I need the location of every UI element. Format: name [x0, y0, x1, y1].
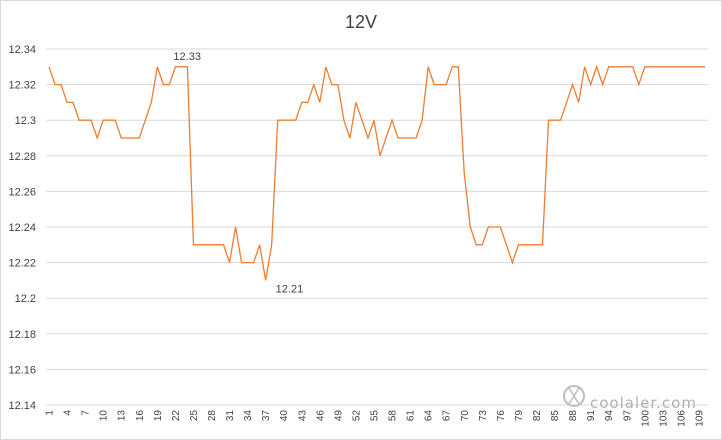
- x-tick-label: 37: [261, 410, 272, 422]
- x-tick-label: 19: [153, 410, 164, 422]
- y-tick-label: 12.28: [8, 151, 36, 163]
- watermark-emblem-icon: [563, 385, 585, 407]
- x-tick-label: 73: [478, 410, 489, 422]
- x-tick-label: 31: [225, 410, 236, 422]
- x-tick-label: 61: [406, 410, 417, 422]
- y-tick-label: 12.3: [15, 115, 36, 127]
- x-tick-label: 88: [568, 410, 579, 422]
- x-tick-label: 34: [243, 410, 254, 422]
- x-tick-label: 4: [63, 410, 74, 416]
- y-tick-label: 12.26: [8, 186, 36, 198]
- x-tick-label: 70: [460, 410, 471, 422]
- y-tick-label: 12.18: [8, 329, 36, 341]
- series-line: [48, 64, 705, 281]
- x-tick-label: 109: [694, 410, 705, 427]
- x-tick-label: 7: [81, 410, 92, 416]
- x-tick-label: 49: [333, 410, 344, 422]
- x-tick-label: 103: [658, 410, 669, 427]
- x-tick-label: 55: [369, 410, 380, 422]
- x-tick-label: 67: [442, 410, 453, 422]
- x-tick-label: 94: [604, 410, 615, 422]
- watermark-text: coolaler.com: [590, 394, 697, 412]
- gridlines: [46, 48, 708, 370]
- x-tick-label: 10: [99, 410, 110, 422]
- x-tick-label: 85: [550, 410, 561, 422]
- y-axis-tick-labels: 12.14 12.16 12.18 12.2 12.22 12.24 12.26 12.28 1…: [8, 44, 36, 412]
- y-tick-label: 12.14: [8, 400, 36, 412]
- annotations: 12.33 12.21: [173, 51, 303, 296]
- x-tick-label: 106: [676, 410, 687, 427]
- data-label: 12.33: [173, 51, 201, 63]
- x-tick-label: 25: [189, 410, 200, 422]
- y-tick-label: 12.24: [8, 222, 36, 234]
- x-tick-label: 28: [207, 410, 218, 422]
- x-tick-label: 91: [586, 410, 597, 422]
- x-tick-label: 40: [279, 410, 290, 422]
- x-tick-label: 79: [514, 410, 525, 422]
- x-tick-label: 82: [532, 410, 543, 422]
- x-tick-label: 76: [496, 410, 507, 422]
- x-tick-label: 46: [315, 410, 326, 422]
- x-tick-label: 22: [171, 410, 182, 422]
- y-tick-label: 12.22: [8, 258, 36, 270]
- y-tick-label: 12.2: [15, 293, 36, 305]
- x-tick-label: 43: [297, 410, 308, 422]
- x-tick-label: 58: [388, 410, 399, 422]
- y-tick-label: 12.32: [8, 80, 36, 92]
- x-tick-label: 16: [135, 410, 146, 422]
- x-tick-label: 1: [45, 410, 56, 416]
- y-tick-label: 12.34: [8, 44, 36, 56]
- watermark-logo: coolaler.com: [563, 385, 697, 412]
- series-layer: [48, 64, 705, 281]
- chart-title: 12V: [345, 12, 377, 32]
- x-tick-label: 13: [117, 410, 128, 422]
- y-tick-label: 12.16: [8, 364, 36, 376]
- x-tick-label: 100: [640, 410, 651, 427]
- x-tick-label: 64: [424, 410, 435, 422]
- x-axis-tick-labels: 1 4 7 10 13 16 19 22 25 28 31 34 37 40 43 46 49 52 55 58 61 6…: [45, 410, 706, 427]
- data-label: 12.21: [276, 283, 304, 295]
- x-tick-label: 52: [351, 410, 362, 422]
- x-tick-label: 97: [622, 410, 633, 422]
